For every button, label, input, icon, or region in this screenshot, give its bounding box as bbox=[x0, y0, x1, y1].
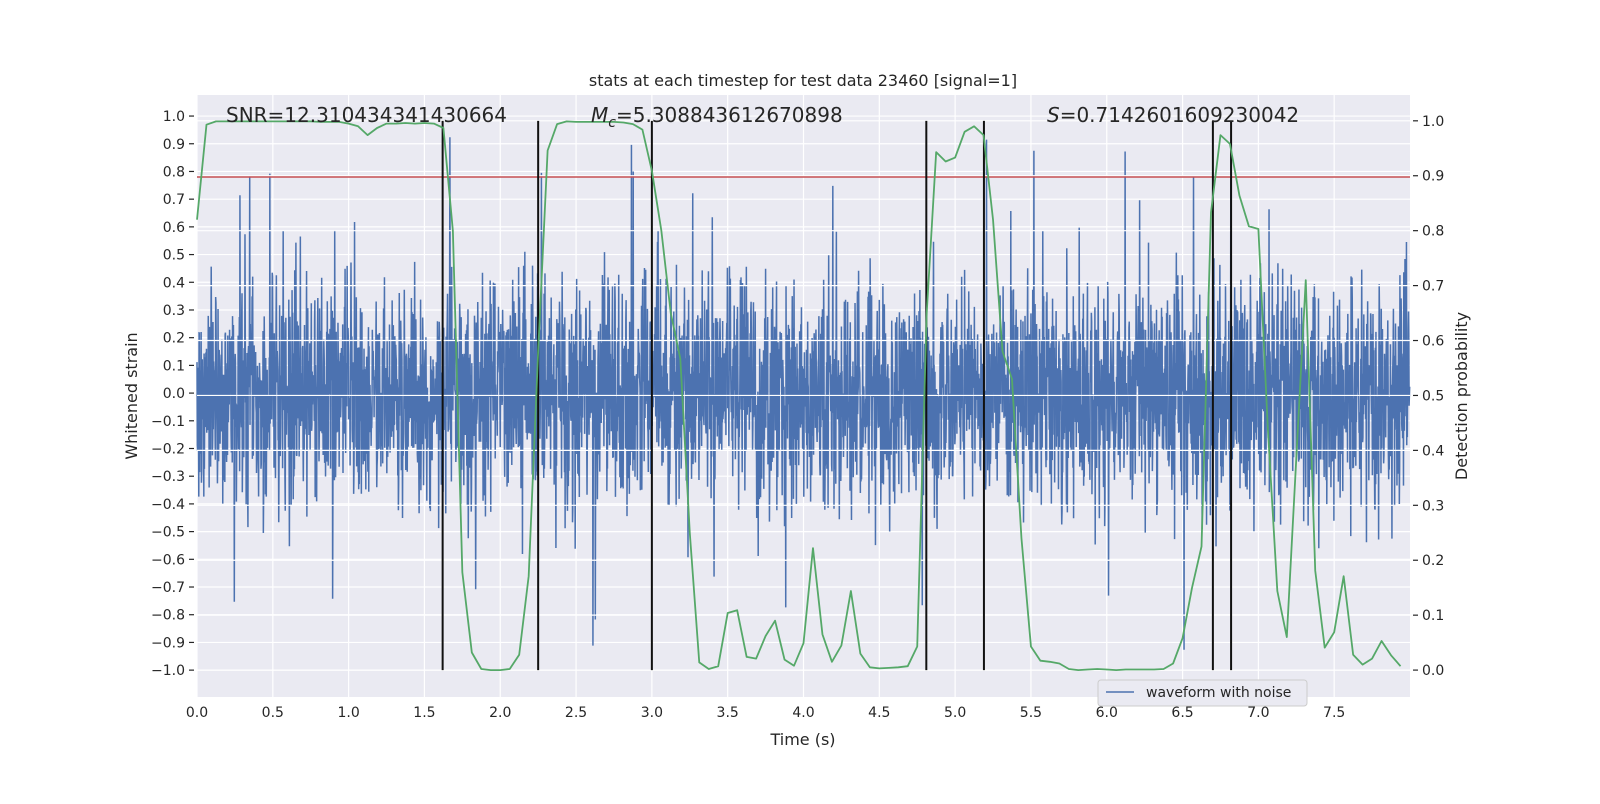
y-axis-label: Whitened strain bbox=[122, 332, 141, 459]
y-tick-label: 0.2 bbox=[163, 331, 185, 347]
x-axis-label: Time (s) bbox=[769, 730, 835, 749]
x-tick-label: 5.0 bbox=[944, 705, 966, 721]
y2-tick-label: 0.2 bbox=[1422, 553, 1444, 569]
y-tick-label: 0.7 bbox=[163, 192, 185, 208]
y2-tick-label: 1.0 bbox=[1422, 114, 1444, 130]
y2-axis-label: Detection probability bbox=[1452, 312, 1471, 480]
y-tick-label: 0.4 bbox=[163, 275, 185, 291]
mc-symbol: M bbox=[591, 103, 608, 127]
y-tick-label: 0.5 bbox=[163, 248, 185, 264]
y2-tick-label: 0.6 bbox=[1422, 334, 1444, 350]
legend: waveform with noise bbox=[1098, 680, 1307, 706]
x-tick-label: 0.0 bbox=[186, 705, 208, 721]
y-tick-label: 0.6 bbox=[163, 220, 185, 236]
x-tick-label: 3.5 bbox=[717, 705, 739, 721]
y-tick-label: −0.8 bbox=[151, 608, 185, 624]
y-tick-label: −0.6 bbox=[151, 552, 185, 568]
y2-tick-label: 0.1 bbox=[1422, 608, 1444, 624]
y-tick-label: −0.3 bbox=[151, 469, 185, 485]
chirp-mass-annotation: Mc=5.308843612670898 bbox=[591, 103, 843, 131]
y-tick-label: −0.9 bbox=[151, 635, 185, 651]
x-tick-label: 3.0 bbox=[641, 705, 663, 721]
y2-axis-ticks: 1.0 0.9 0.8 0.7 0.6 0.5 0.4 0.3 0.2 0.1 0.0 bbox=[1413, 114, 1444, 679]
y2-tick-label: 0.4 bbox=[1422, 443, 1444, 459]
x-tick-label: 6.0 bbox=[1096, 705, 1118, 721]
x-tick-label: 4.5 bbox=[868, 705, 890, 721]
y-tick-label: −0.4 bbox=[151, 497, 185, 513]
y2-tick-label: 0.0 bbox=[1422, 663, 1444, 679]
y2-tick-label: 0.5 bbox=[1422, 388, 1444, 404]
y2-tick-label: 0.7 bbox=[1422, 279, 1444, 295]
y-tick-label: −0.2 bbox=[151, 441, 185, 457]
x-axis-ticks: 0.0 0.5 1.0 1.5 2.0 2.5 3.0 3.5 4.0 4.5 5.0 5.5 6.0 6… bbox=[186, 705, 1345, 721]
y-tick-label: −0.1 bbox=[151, 414, 185, 430]
y-tick-label: −1.0 bbox=[151, 663, 185, 679]
x-tick-label: 6.5 bbox=[1171, 705, 1193, 721]
x-tick-label: 7.5 bbox=[1323, 705, 1345, 721]
y-tick-label: 0.8 bbox=[163, 164, 185, 180]
y-tick-label: −0.7 bbox=[151, 580, 185, 596]
s-value: =0.7142601609230042 bbox=[1060, 103, 1299, 127]
y-tick-label: −0.5 bbox=[151, 525, 185, 541]
y-tick-label: 0.3 bbox=[163, 303, 185, 319]
y-axis-ticks: 1.0 0.9 0.8 0.7 0.6 0.5 0.4 0.3 0.2 0.1 0.0 −0.1 −0.… bbox=[151, 109, 194, 679]
y2-tick-label: 0.8 bbox=[1422, 224, 1444, 240]
y2-tick-label: 0.3 bbox=[1422, 498, 1444, 514]
y-tick-label: 1.0 bbox=[163, 109, 185, 125]
x-tick-label: 1.5 bbox=[413, 705, 435, 721]
x-tick-label: 2.0 bbox=[489, 705, 511, 721]
snr-annotation: SNR=12.310434341430664 bbox=[226, 103, 507, 127]
y2-tick-label: 0.9 bbox=[1422, 169, 1444, 185]
y-tick-label: 0.9 bbox=[163, 137, 185, 153]
y-tick-label: 0.1 bbox=[163, 358, 185, 374]
x-tick-label: 0.5 bbox=[262, 705, 284, 721]
y-tick-label: 0.0 bbox=[163, 386, 185, 402]
mc-value: =5.308843612670898 bbox=[616, 103, 843, 127]
legend-label-waveform: waveform with noise bbox=[1146, 685, 1291, 701]
x-tick-label: 7.0 bbox=[1247, 705, 1269, 721]
s-symbol: S bbox=[1047, 103, 1060, 127]
s-annotation: S=0.7142601609230042 bbox=[1047, 103, 1299, 127]
chart-title: stats at each timestep for test data 234… bbox=[589, 71, 1017, 90]
x-tick-label: 4.0 bbox=[792, 705, 814, 721]
x-tick-label: 1.0 bbox=[337, 705, 359, 721]
x-tick-label: 2.5 bbox=[565, 705, 587, 721]
x-tick-label: 5.5 bbox=[1020, 705, 1042, 721]
